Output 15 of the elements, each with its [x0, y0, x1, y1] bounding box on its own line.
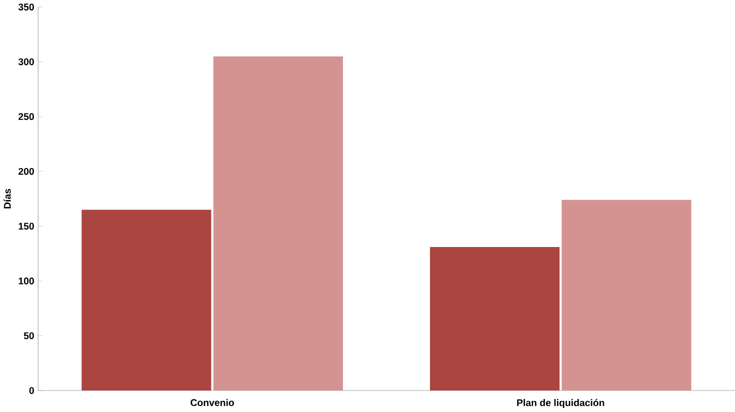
y-tick-label: 150	[18, 222, 34, 230]
y-tick-label: 300	[18, 58, 34, 66]
y-axis-title: Días	[4, 189, 11, 209]
x-tick-label: Convenio	[190, 399, 234, 406]
y-tick-label: 200	[18, 168, 34, 176]
bar	[430, 247, 560, 391]
y-tick-label: 100	[18, 278, 34, 285]
y-tick-label: 0	[29, 387, 34, 394]
y-tick-label: 250	[18, 113, 34, 120]
y-tick-label: 50	[24, 332, 34, 340]
bar	[82, 210, 212, 391]
y-tick-label: 350	[18, 4, 34, 11]
bar	[213, 56, 343, 391]
x-tick-label: Plan de liquidación	[517, 399, 604, 408]
bar	[562, 200, 692, 391]
